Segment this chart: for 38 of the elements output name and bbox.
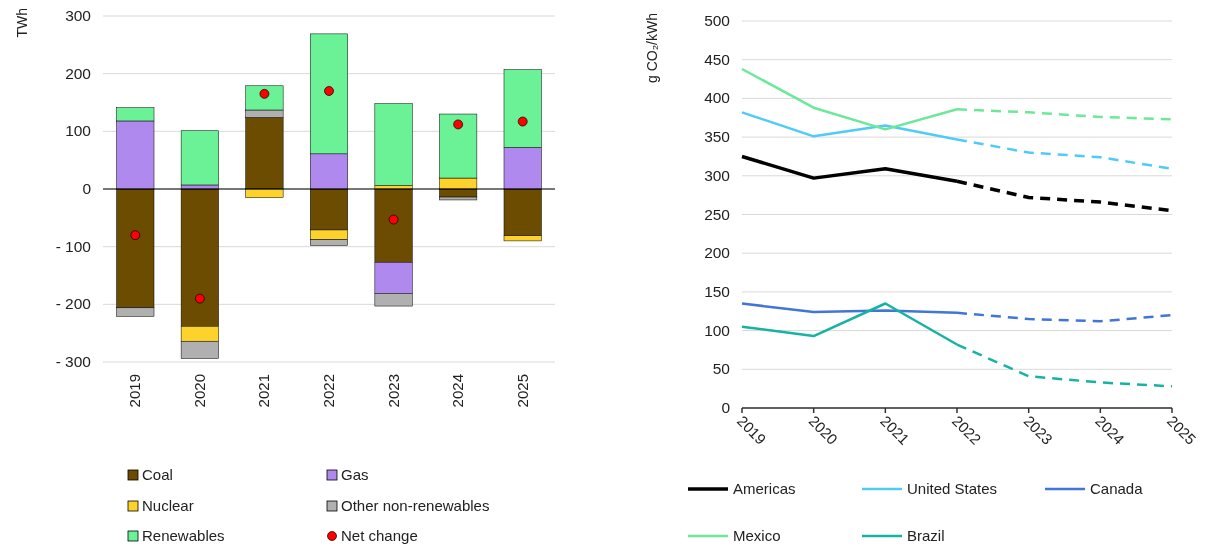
y-tick-label: 0 xyxy=(82,180,92,197)
y-axis-title: g CO₂/kWh xyxy=(644,13,660,83)
y-tick-label: - 100 xyxy=(55,237,92,255)
x-tick-label: 2025 xyxy=(513,374,531,408)
legend-label: Brazil xyxy=(907,527,945,544)
y-tick-label: 100 xyxy=(65,122,92,140)
x-tick-label: 2023 xyxy=(384,374,402,408)
x-tick-label: 2020 xyxy=(190,374,208,408)
y-tick-label: 150 xyxy=(704,282,731,300)
legend-label: Nuclear xyxy=(142,497,194,514)
y-tick-label: 400 xyxy=(704,89,731,107)
y-tick-label: 200 xyxy=(704,244,731,262)
y-tick-label: - 300 xyxy=(55,353,92,370)
legend-label: Mexico xyxy=(733,527,781,544)
legend-label: Renewables xyxy=(142,527,225,544)
y-tick-label: 100 xyxy=(704,321,731,339)
legend-label: Canada xyxy=(1090,480,1144,497)
legend-label: Americas xyxy=(733,480,796,497)
y-tick-label: 350 xyxy=(704,128,731,146)
x-tick-label: 2022 xyxy=(320,374,337,408)
legend-label: Coal xyxy=(142,466,173,483)
x-tick-label: 2019 xyxy=(126,374,144,408)
y-tick-label: 250 xyxy=(704,205,731,223)
y-tick-label: - 200 xyxy=(55,295,92,313)
legend-label: Other non-renewables xyxy=(341,497,490,514)
y-tick-label: 500 xyxy=(704,12,731,29)
y-tick-label: 200 xyxy=(65,64,92,82)
y-tick-label: 0 xyxy=(721,399,731,416)
legend-label: Net change xyxy=(341,527,418,544)
y-axis-title: TWh xyxy=(14,8,30,38)
legend-label: United States xyxy=(907,480,998,497)
x-tick-label: 2021 xyxy=(255,374,273,408)
legend-label: Gas xyxy=(341,466,369,483)
y-tick-label: 450 xyxy=(704,50,731,68)
y-tick-label: 50 xyxy=(712,360,731,378)
x-tick-label: 2024 xyxy=(449,374,467,408)
y-tick-label: 300 xyxy=(65,7,92,24)
y-tick-label: 300 xyxy=(704,166,731,184)
